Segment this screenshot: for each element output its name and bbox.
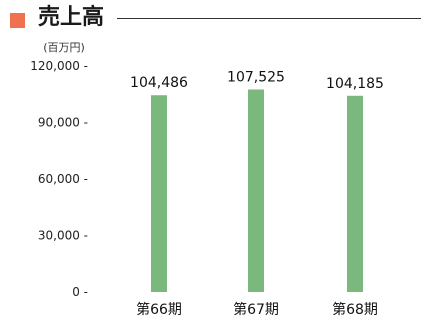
y-axis-ticks: 0 - 30,000 - 60,000 - 90,000 - 120,000 - (30, 59, 88, 299)
chart-title: 売上高 (38, 5, 105, 30)
title-divider (117, 18, 421, 19)
x-category-label: 第66期 (136, 301, 182, 318)
x-category-label: 第67期 (233, 301, 279, 318)
y-tick-label: 120,000 - (30, 59, 88, 73)
y-tick-label: 30,000 - (38, 229, 88, 243)
y-tick-label: 60,000 - (38, 172, 88, 186)
bar-3 (347, 95, 363, 293)
bar-1 (151, 95, 167, 292)
unit-label: (百万円) (43, 41, 85, 54)
bar-value-label: 107,525 (227, 69, 285, 85)
bars (151, 89, 363, 293)
y-tick-label: 0 - (72, 285, 88, 299)
y-tick-label: 90,000 - (38, 116, 88, 130)
title-marker-square (10, 13, 25, 28)
x-axis-labels: 第66期 第67期 第68期 (136, 301, 378, 318)
value-labels: 104,486 107,525 104,185 (130, 69, 384, 91)
bar-2 (248, 89, 264, 292)
chart-header: 売上高 (10, 4, 424, 32)
x-category-label: 第68期 (332, 301, 378, 318)
bar-value-label: 104,185 (326, 76, 384, 92)
bar-value-label: 104,486 (130, 75, 188, 91)
